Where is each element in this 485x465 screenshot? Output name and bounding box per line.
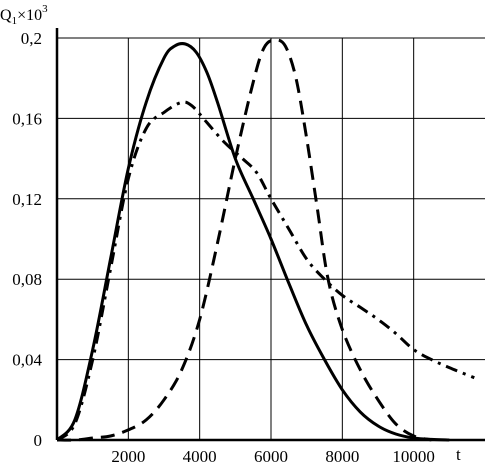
y-label-sup: 3 (42, 3, 48, 15)
tick-labels: 2000 4000 6000 8000 10000 0 0,04 0,08 0,12 0,16 0,… (12, 29, 435, 465)
series-line-solid (55, 42, 450, 442)
x-tick-label: 8000 (325, 447, 359, 465)
axes (55, 28, 485, 442)
x-axis-label: t (456, 445, 461, 464)
series-line-dashed (56, 38, 432, 442)
y-tick-label: 0,2 (21, 29, 42, 48)
grid-lines (57, 37, 485, 440)
x-tick-label: 2000 (111, 447, 145, 465)
y-tick-label: 0,04 (12, 351, 42, 370)
y-axis-label: Q1×103 (0, 3, 48, 27)
series-layer (55, 38, 475, 442)
y-label-mult: ×10 (17, 7, 42, 24)
y-label-base: Q (0, 7, 12, 24)
y-tick-label: 0,08 (12, 270, 42, 289)
y-label-sub: 1 (12, 15, 18, 27)
x-tick-label: 4000 (183, 447, 217, 465)
axis-labels: Q1×103 t (0, 3, 461, 464)
x-tick-label: 6000 (254, 447, 288, 465)
y-tick-label: 0,12 (12, 190, 42, 209)
y-tick-label: 0,16 (12, 109, 42, 128)
series-line-dashdot (55, 100, 475, 442)
x-tick-label: 10000 (392, 447, 435, 465)
y-tick-label: 0 (34, 431, 43, 450)
